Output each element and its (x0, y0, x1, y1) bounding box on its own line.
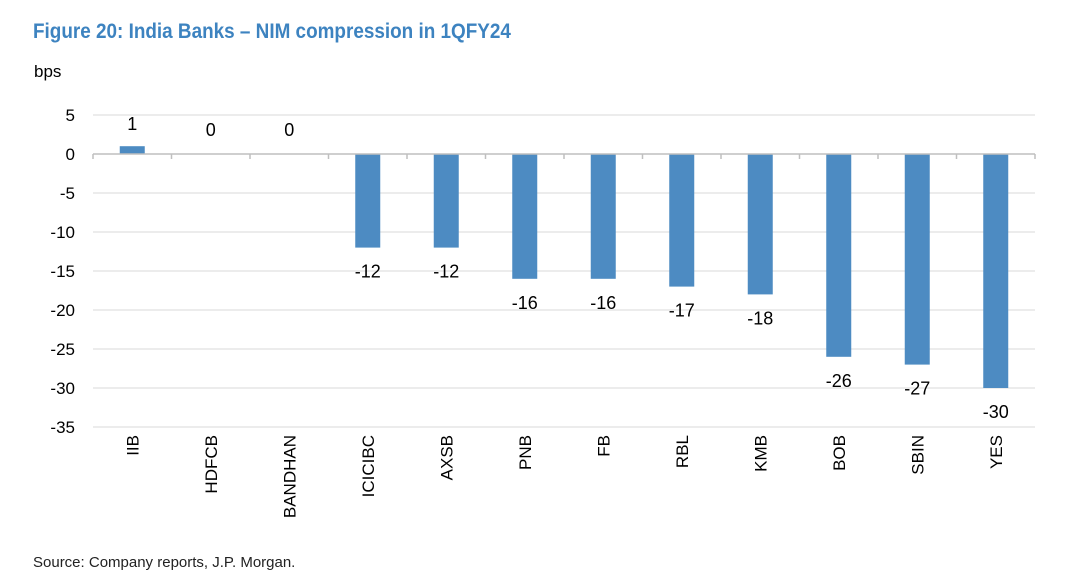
bar (355, 154, 381, 248)
data-label: -18 (747, 308, 773, 328)
x-tick-label: KMB (751, 435, 770, 472)
x-tick-label: BANDHAN (280, 435, 299, 518)
y-tick-label: -25 (50, 340, 75, 359)
x-tick-label: SBIN (908, 435, 927, 475)
y-tick-label: -15 (50, 262, 75, 281)
x-tick-label: IIB (123, 435, 142, 456)
x-axis-ticks: IIB HDFCB BANDHAN ICICIBC AXSB PNB FB RBL KMB BOB… (123, 435, 1006, 518)
chart-title: Figure 20: India Banks – NIM compression… (33, 20, 511, 43)
data-label: -12 (355, 262, 381, 282)
data-label: -16 (590, 293, 616, 313)
x-tick-label: AXSB (437, 435, 456, 480)
x-tick-label: ICICIBC (359, 435, 378, 497)
bar (433, 154, 459, 248)
y-tick-label: 0 (66, 145, 75, 164)
x-tick-label: HDFCB (202, 435, 221, 494)
data-label: -30 (983, 402, 1009, 422)
x-tick-label: YES (987, 435, 1006, 469)
bar (119, 146, 145, 154)
gridlines (93, 114, 1035, 428)
data-labels: 1 0 0 -12 -12 -16 -16 -17 -18 -26 -27 -30 (127, 114, 1009, 422)
x-tick-label: RBL (673, 435, 692, 468)
bars (119, 146, 1009, 388)
y-tick-label: -20 (50, 301, 75, 320)
bar (669, 154, 695, 287)
y-tick-label: -5 (60, 184, 75, 203)
data-label: -27 (904, 379, 930, 399)
bar (747, 154, 773, 295)
data-label: -12 (433, 262, 459, 282)
bar (590, 154, 616, 279)
data-label: -16 (512, 293, 538, 313)
y-tick-label: 5 (66, 106, 75, 125)
y-axis-unit-label: bps (34, 62, 62, 81)
x-tick-label: BOB (830, 435, 849, 471)
zero-axis (92, 153, 1036, 159)
x-tick-label: FB (594, 435, 613, 457)
data-label: 0 (284, 120, 294, 140)
source-note: Source: Company reports, J.P. Morgan. (33, 554, 296, 571)
y-axis-ticks: 5 0 -5 -10 -15 -20 -25 -30 -35 (50, 106, 75, 437)
bar (512, 154, 538, 279)
bar (983, 154, 1009, 388)
y-tick-label: -30 (50, 379, 75, 398)
data-label: -26 (826, 371, 852, 391)
bar (826, 154, 852, 357)
data-label: -17 (669, 301, 695, 321)
data-label: 0 (206, 120, 216, 140)
data-label: 1 (127, 114, 137, 134)
y-tick-label: -35 (50, 418, 75, 437)
x-tick-label: PNB (516, 435, 535, 470)
y-tick-label: -10 (50, 223, 75, 242)
bar (904, 154, 930, 365)
